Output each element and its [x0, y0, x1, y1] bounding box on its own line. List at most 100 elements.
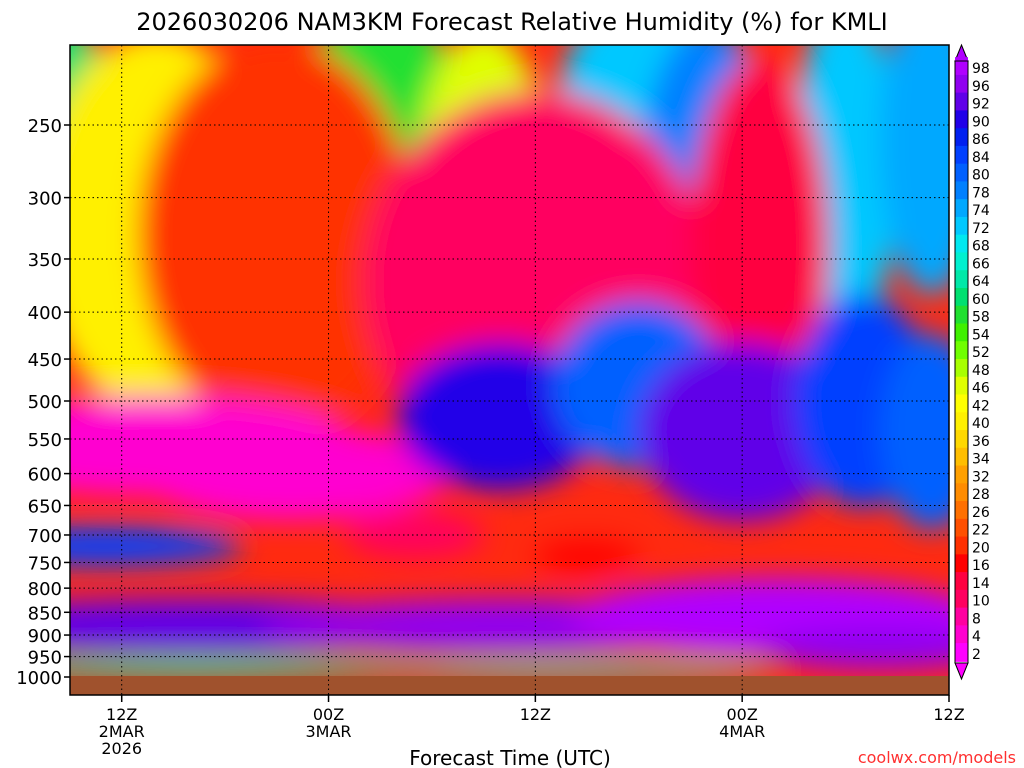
colorbar-label: 68 — [972, 239, 990, 255]
rh-region — [690, 58, 829, 437]
rh-field — [70, 45, 949, 679]
colorbar-swatch — [955, 554, 968, 574]
x-tick-label: 12Z — [520, 705, 551, 724]
colorbar-swatch — [955, 110, 968, 130]
colorbar-label: 58 — [972, 310, 990, 326]
colorbar-label: 84 — [972, 150, 990, 166]
colorbar-label: 74 — [972, 203, 990, 219]
y-tick-label: 300 — [28, 189, 62, 210]
colorbar-label: 20 — [972, 540, 990, 556]
colorbar-label: 46 — [972, 381, 990, 397]
colorbar-label: 80 — [972, 168, 990, 184]
colorbar-label: 32 — [972, 469, 990, 485]
colorbar-swatch — [955, 234, 968, 254]
colorbar-swatch — [955, 287, 968, 307]
colorbar-swatch — [955, 128, 968, 147]
colorbar-swatch — [955, 430, 968, 449]
rh-region — [363, 663, 777, 679]
x-tick-label: 12Z — [933, 705, 964, 724]
colorbar-swatch — [955, 57, 968, 76]
y-tick-label: 400 — [28, 303, 62, 324]
x-tick-label: 2MAR — [99, 722, 145, 741]
rh-region — [70, 526, 243, 566]
chart-title: 2026030206 NAM3KM Forecast Relative Humi… — [136, 8, 887, 36]
colorbar-swatch — [955, 465, 968, 485]
colorbar-swatch — [955, 518, 968, 538]
y-tick-label: 750 — [28, 553, 62, 574]
colorbar-swatch — [955, 199, 968, 218]
rh-region — [138, 45, 415, 431]
colorbar-swatch — [955, 607, 968, 627]
colorbar-label: 90 — [972, 114, 990, 130]
rh-region — [535, 540, 639, 574]
colorbar-swatch — [955, 589, 968, 609]
colorbar-label: 8 — [972, 611, 981, 627]
rh-region — [880, 333, 949, 530]
y-tick-label: 350 — [28, 250, 62, 271]
colorbar-swatch — [955, 643, 968, 662]
rh-region — [397, 343, 605, 491]
colorbar-swatch — [955, 501, 968, 520]
y-tick-label: 600 — [28, 465, 62, 486]
colorbar-label: 4 — [972, 629, 981, 645]
y-tick-label: 800 — [28, 579, 62, 600]
colorbar-swatch — [955, 163, 968, 183]
colorbar-min-arrow — [954, 662, 969, 681]
rh-region — [638, 341, 846, 522]
colorbar-label: 92 — [972, 97, 990, 113]
y-tick-label: 900 — [28, 626, 62, 647]
rh-region — [70, 659, 432, 679]
colorbar-label: 54 — [972, 327, 990, 343]
colorbar-frame — [954, 60, 969, 664]
colorbar-label: 26 — [972, 505, 990, 521]
colorbar-swatch — [955, 376, 968, 396]
credit-link[interactable]: coolwx.com/models — [858, 748, 1016, 767]
y-tick-label: 450 — [28, 350, 62, 371]
colorbar-label: 78 — [972, 185, 990, 201]
colorbar-label: 42 — [972, 398, 990, 414]
x-tick-label: 4MAR — [719, 722, 765, 741]
colorbar-label: 14 — [972, 576, 990, 592]
colorbar-swatch — [955, 323, 968, 343]
colorbar-label: 28 — [972, 487, 990, 503]
colorbar-label: 36 — [972, 434, 990, 450]
colorbar-swatch — [955, 341, 968, 360]
colorbar-swatch — [955, 74, 968, 94]
colorbar-swatch — [955, 394, 968, 414]
colorbar-swatch — [955, 572, 968, 591]
plot-area — [70, 45, 949, 695]
y-tick-label: 950 — [28, 648, 62, 669]
y-tick-label: 850 — [28, 603, 62, 624]
y-tick-label: 250 — [28, 116, 62, 137]
colorbar-swatch — [955, 536, 968, 556]
x-tick-label: 3MAR — [306, 722, 352, 741]
colorbar-swatch — [955, 270, 968, 289]
plot-frame — [69, 44, 950, 696]
colorbar-label: 86 — [972, 132, 990, 148]
colorbar-label: 98 — [972, 61, 990, 77]
y-tick-label: 500 — [28, 392, 62, 413]
colorbar-swatch — [955, 216, 968, 236]
colorbar-label: 10 — [972, 594, 990, 610]
rh-region — [880, 45, 949, 295]
x-axis-label: Forecast Time (UTC) — [409, 746, 611, 768]
colorbar-label: 66 — [972, 256, 990, 272]
colorbar-label: 60 — [972, 292, 990, 308]
colorbar-swatch — [955, 181, 968, 201]
y-axis: 2503003504004505005506006507007508008509… — [16, 116, 70, 689]
colorbar-label: 96 — [972, 79, 990, 95]
colorbar-label: 64 — [972, 274, 990, 290]
colorbar-swatch — [955, 252, 968, 272]
rh-region — [138, 426, 450, 521]
colorbar-swatch — [955, 92, 968, 112]
colorbar-swatch — [955, 447, 968, 467]
colorbar-label: 22 — [972, 523, 990, 539]
rh-region — [345, 512, 484, 558]
y-tick-label: 1000 — [16, 668, 62, 689]
x-tick-label: 00Z — [727, 705, 758, 724]
colorbar-swatch — [955, 483, 968, 503]
colorbar: 9896929086848078747268666460585452484642… — [954, 43, 990, 681]
colorbar-swatch — [955, 359, 968, 378]
x-tick-label: 2026 — [101, 739, 142, 758]
